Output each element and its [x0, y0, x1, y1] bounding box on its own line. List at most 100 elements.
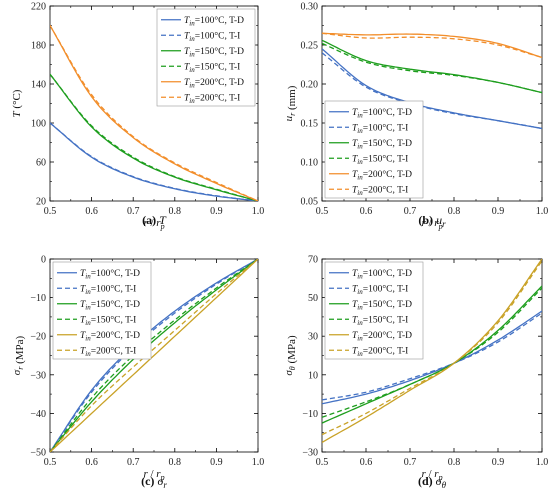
y-tick-label: −50: [30, 448, 46, 459]
series-line: [50, 259, 258, 452]
legend-entry: Tin=200°C, T-D: [352, 169, 412, 182]
panel-temperature: 0.5 0.6 0.7 0.8 0.9 1.0 20 60 100 140 180 220 r / rp…: [11, 2, 264, 232]
series-line: [322, 52, 542, 130]
panel-hoop-stress: 0.5 0.6 0.7 0.8 0.9 1.0 −30 −10 10 30 50 70 r / rp σθ…: [283, 255, 548, 491]
legend-entry: Tin=200°C, T-I: [352, 185, 408, 198]
legend-entry: Tin=200°C, T-I: [352, 346, 408, 359]
legend-entry: Tin=200°C, T-D: [80, 330, 140, 343]
y-tick-label: 100: [31, 119, 46, 130]
series-line: [50, 122, 258, 201]
legend-entry: Tin=150°C, T-D: [80, 299, 140, 312]
series-line: [322, 32, 542, 59]
series-line: [50, 25, 258, 201]
x-tick-label: 0.6: [85, 206, 98, 217]
x-tick-label: 0.5: [44, 457, 57, 468]
y-axis-label: σθ (MPa): [283, 335, 298, 376]
x-tick-label: 0.8: [448, 457, 461, 468]
x-tick-label: 0.7: [127, 206, 140, 217]
legend-entry: Tin=150°C, T-I: [352, 315, 408, 328]
legend-entry: Tin=200°C, T-D: [184, 77, 244, 90]
x-tick-label: 0.8: [169, 457, 182, 468]
legend-entry: Tin=150°C, T-D: [352, 299, 412, 312]
legend-entry: Tin=150°C, T-I: [184, 62, 240, 75]
x-axis-label: r / rp: [143, 468, 164, 482]
series-line: [322, 260, 542, 436]
series-line: [50, 259, 258, 452]
legend-box: [156, 8, 256, 107]
y-tick-label: 50: [308, 293, 318, 304]
legend-entry: Tin=100°C, T-D: [184, 15, 244, 28]
legend: Tin=100°C, T-D Tin=100°C, T-I Tin=150°C, T…: [324, 100, 424, 199]
x-tick-label: 0.9: [492, 206, 505, 217]
x-tick-label: 1.0: [252, 457, 265, 468]
y-tick-label: 70: [308, 255, 318, 266]
series-line: [50, 259, 258, 452]
y-tick-label: 0.15: [301, 119, 319, 130]
y-tick-label: 10: [308, 370, 318, 381]
x-tick-label: 0.6: [360, 206, 373, 217]
y-axis-label: ur (mm): [283, 85, 298, 121]
series-line: [50, 25, 258, 201]
legend-entry: Tin=100°C, T-D: [80, 268, 140, 281]
y-tick-label: −10: [30, 293, 46, 304]
y-axis-label: σr (MPa): [11, 335, 26, 375]
series-line: [322, 32, 542, 59]
x-axis-label: r / rp: [143, 217, 164, 231]
legend-entry: Tin=150°C, T-I: [352, 154, 408, 167]
y-tick-label: 220: [31, 2, 46, 13]
y-axis-label: T (°C): [11, 89, 23, 117]
x-tick-label: 0.7: [404, 206, 417, 217]
x-tick-label: 0.8: [169, 206, 182, 217]
panel-radial-stress: 0.5 0.6 0.7 0.8 0.9 1.0 −50 −40 −30 −20 −10 0 r / rp…: [11, 255, 264, 491]
legend-box: [324, 100, 424, 199]
x-tick-label: 0.9: [210, 457, 223, 468]
x-tick-label: 0.8: [448, 206, 461, 217]
panel-caption: (c) σr: [141, 474, 167, 490]
legend-entry: Tin=100°C, T-I: [184, 31, 240, 44]
legend-entry: Tin=150°C, T-D: [352, 138, 412, 151]
series-line: [322, 285, 542, 424]
series-line: [322, 39, 542, 94]
legend-entry: Tin=100°C, T-D: [352, 107, 412, 120]
y-tick-label: 0.30: [301, 2, 319, 13]
x-tick-label: 0.5: [316, 457, 329, 468]
x-tick-label: 0.9: [210, 206, 223, 217]
series-line: [322, 312, 542, 401]
x-tick-label: 0.5: [316, 206, 329, 217]
y-tick-label: 0: [41, 255, 46, 266]
panel-radial-displacement: 0.5 0.6 0.7 0.8 0.9 1.0 0.05 0.10 0.15 0.20 0.25 0.…: [283, 2, 548, 232]
y-tick-label: 60: [36, 158, 46, 169]
legend-entry: Tin=200°C, T-I: [184, 93, 240, 106]
legend-entry: Tin=100°C, T-I: [80, 284, 136, 297]
y-tick-label: 30: [308, 332, 318, 343]
panel-caption: (d) σθ: [418, 474, 447, 490]
x-tick-label: 0.9: [492, 457, 505, 468]
legend: Tin=100°C, T-D Tin=100°C, T-I Tin=150°C, T…: [324, 261, 424, 360]
y-tick-label: −40: [30, 409, 46, 420]
x-tick-label: 1.0: [536, 457, 549, 468]
y-tick-label: 0.05: [301, 197, 319, 208]
legend-box: [324, 261, 424, 360]
series-line: [322, 259, 542, 443]
series-line: [50, 259, 258, 452]
x-tick-label: 0.6: [360, 457, 373, 468]
series-line: [322, 310, 542, 405]
x-tick-label: 0.6: [85, 457, 98, 468]
x-tick-label: 0.7: [127, 457, 140, 468]
x-tick-label: 0.5: [44, 206, 57, 217]
y-tick-label: 0.10: [301, 158, 319, 169]
x-axis-label: r / rp: [421, 217, 442, 231]
x-tick-label: 1.0: [536, 206, 549, 217]
y-tick-label: −10: [302, 409, 318, 420]
x-axis-label: r / rp: [421, 468, 442, 482]
legend: Tin=100°C, T-D Tin=100°C, T-I Tin=150°C, T…: [52, 261, 152, 360]
y-tick-label: −30: [302, 448, 318, 459]
legend-entry: Tin=150°C, T-D: [184, 46, 244, 59]
legend-entry: Tin=100°C, T-I: [352, 123, 408, 136]
legend-entry: Tin=200°C, T-D: [352, 330, 412, 343]
legend-entry: Tin=200°C, T-I: [80, 346, 136, 359]
legend-box: [52, 261, 152, 360]
y-tick-label: 180: [31, 41, 46, 52]
series-line: [50, 259, 258, 452]
